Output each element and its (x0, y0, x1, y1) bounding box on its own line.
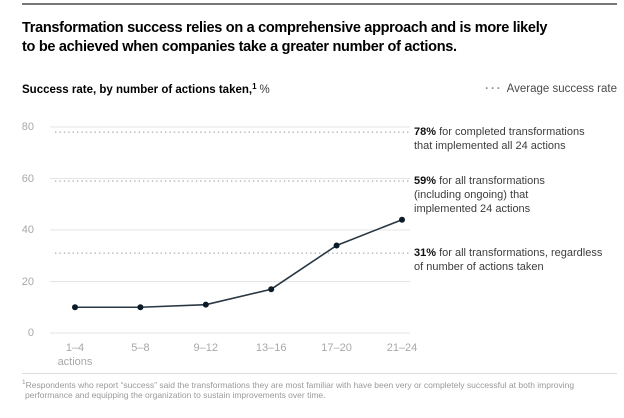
legend-label: Average success rate (506, 83, 617, 95)
success-rate-line (75, 218, 403, 309)
data-point-17–20 (333, 242, 340, 249)
footnote: 1Respondents who report “success” said t… (22, 378, 608, 401)
footnote-line-1: Respondents who report “success” said th… (25, 379, 575, 390)
footnote-marker: 1 (22, 379, 26, 386)
footnote-marker-superscript: 1 (252, 82, 257, 91)
data-point-1–4 (72, 304, 78, 311)
title-line-2: to be achieved when companies take a gre… (22, 39, 457, 55)
data-point-9–12 (202, 301, 209, 308)
legend-average-success-rate: ··· Average success rate (485, 83, 617, 95)
dotted-line-icon: ··· (485, 83, 503, 95)
exhibit-title: Transformation success relies on a compr… (22, 19, 622, 57)
data-point-21–24 (399, 216, 405, 223)
data-point-13–16 (268, 286, 275, 293)
subtitle-unit: % (259, 84, 270, 96)
subtitle-text: Success rate, by number of actions taken… (22, 84, 253, 96)
title-line-1: Transformation success relies on a compr… (22, 20, 548, 36)
chart-subtitle: Success rate, by number of actions taken… (22, 82, 270, 96)
top-rule (22, 3, 617, 5)
footnote-line-2: performance and equipping the organizati… (25, 390, 326, 401)
data-point-5–8 (137, 304, 144, 311)
footnote-divider (22, 373, 617, 374)
